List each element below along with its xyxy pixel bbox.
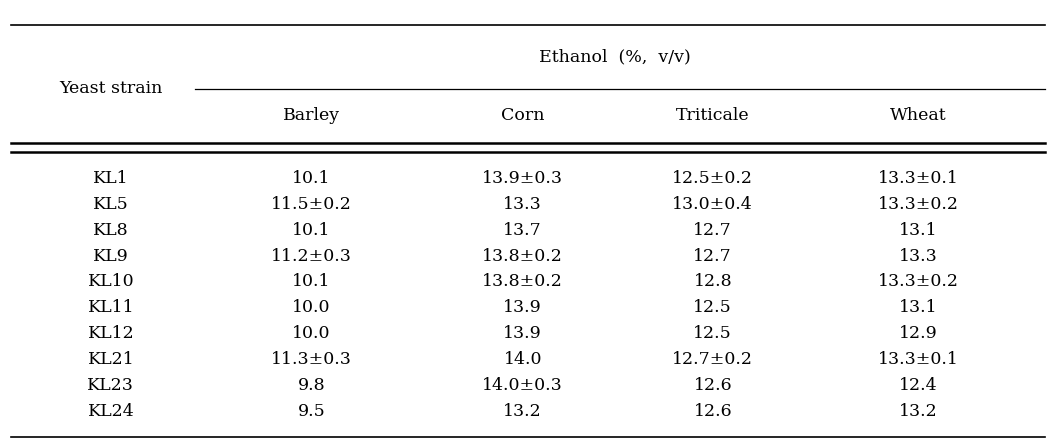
Text: 13.1: 13.1 [900,222,938,239]
Text: 13.0±0.4: 13.0±0.4 [673,196,753,213]
Text: 9.8: 9.8 [298,377,325,394]
Text: KL5: KL5 [93,196,129,213]
Text: 10.0: 10.0 [293,325,331,342]
Text: 14.0: 14.0 [504,351,542,368]
Text: Ethanol  (%,  v/v): Ethanol (%, v/v) [540,48,691,66]
Text: 13.3: 13.3 [504,196,542,213]
Text: 12.9: 12.9 [900,325,938,342]
Text: 12.4: 12.4 [900,377,938,394]
Text: 14.0±0.3: 14.0±0.3 [483,377,563,394]
Text: 13.3±0.2: 13.3±0.2 [879,196,959,213]
Text: 13.8±0.2: 13.8±0.2 [483,273,563,290]
Text: KL12: KL12 [88,325,134,342]
Text: Corn: Corn [501,107,545,124]
Text: 13.3: 13.3 [900,248,938,264]
Text: 13.3±0.1: 13.3±0.1 [879,351,959,368]
Text: 13.2: 13.2 [504,403,542,420]
Text: 10.1: 10.1 [293,222,331,239]
Text: 13.1: 13.1 [900,299,938,316]
Text: Yeast strain: Yeast strain [59,79,163,97]
Text: KL8: KL8 [93,222,129,239]
Text: KL1: KL1 [93,170,129,187]
Text: 11.2±0.3: 11.2±0.3 [271,248,352,264]
Text: 13.3±0.1: 13.3±0.1 [879,170,959,187]
Text: 11.3±0.3: 11.3±0.3 [271,351,352,368]
Text: 9.5: 9.5 [298,403,325,420]
Text: 13.2: 13.2 [900,403,938,420]
Text: 12.7: 12.7 [694,248,732,264]
Text: 13.9±0.3: 13.9±0.3 [483,170,563,187]
Text: 12.5: 12.5 [694,299,732,316]
Text: Wheat: Wheat [890,107,947,124]
Text: 12.5±0.2: 12.5±0.2 [673,170,753,187]
Text: 10.1: 10.1 [293,273,331,290]
Text: KL9: KL9 [93,248,129,264]
Text: KL10: KL10 [88,273,134,290]
Text: KL23: KL23 [88,377,134,394]
Text: Triticale: Triticale [676,107,750,124]
Text: 12.7: 12.7 [694,222,732,239]
Text: KL11: KL11 [88,299,134,316]
Text: Barley: Barley [283,107,340,124]
Text: 10.1: 10.1 [293,170,331,187]
Text: 12.6: 12.6 [694,403,732,420]
Text: 12.8: 12.8 [694,273,732,290]
Text: 13.7: 13.7 [504,222,542,239]
Text: 12.5: 12.5 [694,325,732,342]
Text: KL21: KL21 [88,351,134,368]
Text: 12.7±0.2: 12.7±0.2 [673,351,753,368]
Text: 13.8±0.2: 13.8±0.2 [483,248,563,264]
Text: KL24: KL24 [88,403,134,420]
Text: 13.9: 13.9 [504,299,542,316]
Text: 13.9: 13.9 [504,325,542,342]
Text: 13.3±0.2: 13.3±0.2 [879,273,959,290]
Text: 12.6: 12.6 [694,377,732,394]
Text: 11.5±0.2: 11.5±0.2 [271,196,352,213]
Text: 10.0: 10.0 [293,299,331,316]
